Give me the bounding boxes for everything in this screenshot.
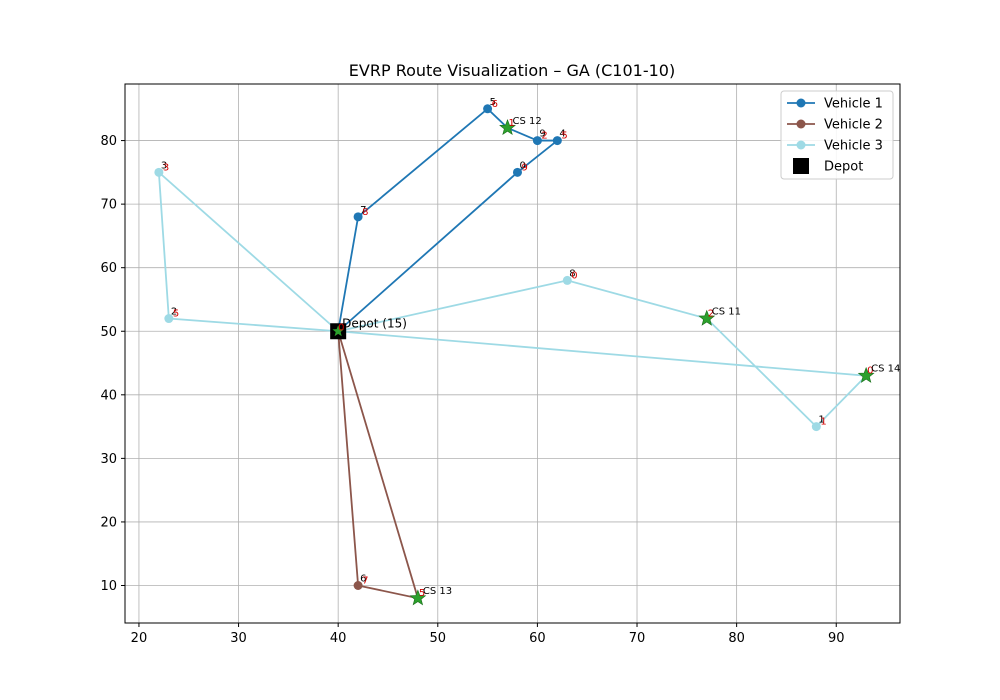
charging-station-star (409, 589, 427, 606)
charging-station-star (499, 119, 516, 136)
x-tick-label: 20 (131, 631, 148, 646)
customer-label: 8 (569, 268, 575, 279)
charging-station-star (698, 309, 716, 326)
station-label: CS 12 (513, 116, 542, 127)
station-label: CS 11 (712, 307, 741, 318)
y-tick-label: 40 (100, 388, 117, 403)
chart-title: EVRP Route Visualization – GA (C101-10) (349, 61, 675, 80)
customer-label: 0 (519, 160, 525, 171)
x-tick-label: 70 (629, 631, 646, 646)
customer-marker (353, 580, 363, 590)
customer-marker (562, 275, 572, 285)
x-tick-label: 30 (230, 631, 247, 646)
visit-order-label: 2 (541, 131, 547, 142)
visit-order-label: 7 (362, 575, 368, 586)
visit-order-label: 9 (521, 162, 527, 173)
station-order-label: 1 (509, 118, 515, 129)
station-label: CS 13 (423, 586, 452, 597)
customer-label: 6 (360, 573, 366, 584)
legend: Vehicle 1 Vehicle 2 Vehicle 3 Depot (780, 90, 894, 180)
visit-order-label: 0 (571, 270, 577, 281)
y-tick-label: 10 (100, 579, 117, 594)
y-tick-label: 80 (100, 134, 117, 149)
station-order-label: 0 (867, 366, 873, 377)
legend-marker-swatch (796, 119, 806, 129)
customer-label: 2 (171, 307, 177, 318)
customer-label: 5 (490, 97, 496, 108)
y-tick-label: 20 (100, 515, 117, 530)
customer-marker (353, 212, 363, 222)
legend-square-swatch (793, 158, 809, 174)
depot-label: Depot (15) (342, 316, 407, 330)
visit-order-label: 8 (362, 207, 368, 218)
visit-order-label: 6 (492, 99, 498, 110)
customer-marker (512, 167, 522, 177)
x-tick-label: 40 (330, 631, 347, 646)
customer-marker (154, 167, 164, 177)
visit-order-label: 3 (163, 162, 169, 173)
customer-label: 3 (161, 160, 167, 171)
legend-box (780, 90, 894, 180)
y-tick-label: 60 (100, 261, 117, 276)
y-tick-label: 50 (100, 325, 117, 340)
charging-station-star (857, 366, 875, 383)
station-label: CS 14 (871, 364, 900, 375)
x-tick-label: 80 (728, 631, 745, 646)
customer-marker (483, 104, 493, 114)
legend-entry-label: Vehicle 2 (824, 118, 883, 133)
depot-order-label: 0 (338, 322, 344, 333)
legend-entry-label: Depot (824, 160, 863, 175)
x-tick-label: 50 (430, 631, 447, 646)
customer-label: 4 (559, 129, 565, 140)
legend-marker-swatch (796, 140, 806, 150)
legend-entry-label: Vehicle 3 (824, 139, 883, 154)
station-order-label: 2 (708, 309, 714, 320)
x-tick-label: 90 (828, 631, 845, 646)
visit-order-label: 5 (173, 309, 179, 320)
y-tick-label: 30 (100, 452, 117, 467)
station-order-label: 5 (419, 588, 425, 599)
customer-marker (532, 136, 542, 146)
legend-marker-swatch (796, 98, 806, 108)
legend-entry-label: Vehicle 1 (824, 97, 883, 112)
y-tick-label: 70 (100, 198, 117, 213)
depot-star (332, 325, 344, 337)
customer-label: 1 (818, 415, 824, 426)
customer-marker (164, 314, 174, 324)
route-line (337, 330, 420, 600)
plot-frame (124, 83, 901, 624)
customer-label: 7 (360, 205, 366, 216)
customer-label: 9 (539, 129, 545, 140)
markers (154, 104, 875, 606)
x-tick-label: 60 (529, 631, 546, 646)
customer-marker (552, 136, 562, 146)
visit-order-label: 1 (820, 417, 826, 428)
route-line (337, 107, 560, 332)
visit-order-label: 5 (561, 131, 567, 142)
customer-marker (811, 422, 821, 432)
